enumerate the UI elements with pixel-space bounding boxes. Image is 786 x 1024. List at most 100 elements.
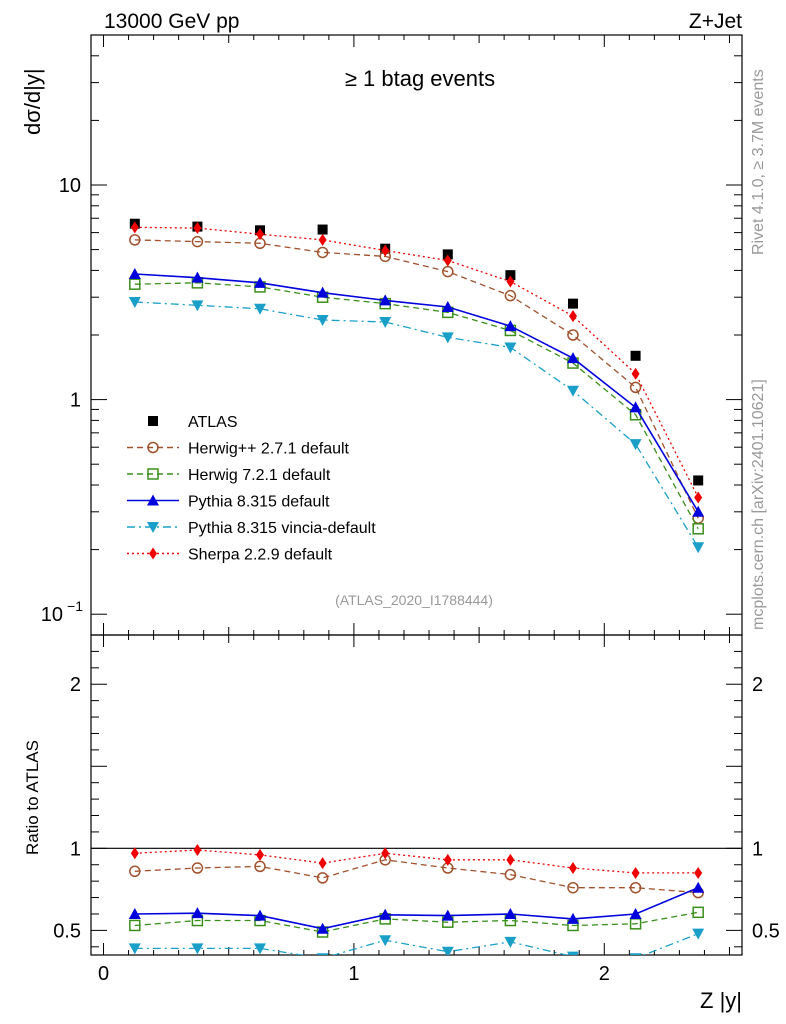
series-herwig-7-2-1-default — [129, 906, 704, 938]
data-point — [629, 953, 642, 955]
ratio-frame — [90, 634, 743, 956]
data-point — [629, 381, 642, 394]
series-line — [134, 886, 699, 930]
y-tick-label: 0.5 — [53, 920, 81, 942]
data-point — [694, 491, 703, 504]
ratio-plot-area — [128, 843, 705, 955]
data-point — [379, 935, 392, 947]
data-point — [128, 267, 141, 279]
series-pythia-8-315-vincia-default — [128, 296, 705, 554]
series-line — [134, 859, 699, 894]
data-point — [692, 928, 705, 940]
data-point — [193, 222, 202, 235]
data-point — [129, 278, 141, 290]
data-point — [441, 332, 454, 344]
data-point — [256, 228, 265, 241]
data-point — [316, 314, 329, 326]
data-point — [129, 919, 141, 932]
data-point — [694, 866, 703, 879]
data-point — [443, 254, 452, 267]
series-line — [134, 911, 699, 933]
legend-entry-herwig-2-7-1-default: Herwig++ 2.7.1 default — [127, 441, 350, 458]
data-point — [504, 342, 517, 354]
data-point — [441, 909, 454, 921]
data-point — [129, 234, 141, 246]
x-tick-label: 2 — [599, 963, 610, 985]
data-point — [568, 862, 577, 875]
series-line — [134, 933, 699, 955]
series-line — [134, 301, 699, 548]
data-point — [191, 907, 204, 919]
data-point — [692, 906, 704, 919]
data-point — [316, 246, 329, 259]
data-point — [505, 270, 516, 281]
data-point — [692, 505, 705, 517]
data-point — [631, 367, 640, 380]
data-point — [128, 907, 141, 919]
legend-entry-pythia-8-315-vincia-default: Pythia 8.315 vincia-default — [127, 520, 376, 537]
legend-label: Pythia 8.315 default — [188, 494, 330, 511]
data-point — [441, 301, 454, 313]
legend-marker — [148, 416, 158, 426]
series-pythia-8-315-default — [128, 881, 705, 934]
data-point — [504, 936, 517, 948]
data-point — [693, 475, 704, 486]
data-point — [441, 946, 454, 955]
data-point — [128, 296, 141, 308]
data-point — [254, 303, 267, 315]
y-tick-label-right: 1 — [752, 838, 763, 860]
data-point — [506, 853, 515, 866]
data-point — [381, 847, 390, 860]
y-tick-label: 10 — [59, 175, 81, 197]
y-tick-label: 1 — [70, 390, 81, 412]
ratio-panel: 0 1 2 0.5 0.5 1 1 2 2 Ratio to ATLAS Z |y| — [23, 634, 780, 1013]
data-point — [379, 294, 392, 306]
data-point — [442, 265, 454, 278]
data-point — [567, 329, 579, 341]
legend-label: Herwig 7.2.1 default — [188, 467, 331, 484]
data-point — [629, 401, 642, 413]
data-point — [128, 943, 141, 955]
series-line — [134, 273, 699, 513]
legend-label: Sherpa 2.2.9 default — [188, 547, 333, 564]
rivet-label: Rivet 4.1.0, ≥ 3.7M events — [750, 69, 767, 255]
series-herwig-2-7-1-default — [129, 854, 704, 899]
data-point — [504, 868, 517, 881]
data-point — [191, 862, 204, 874]
data-point — [191, 300, 204, 312]
legend-marker — [147, 441, 159, 454]
data-point — [692, 542, 705, 554]
data-point — [193, 843, 202, 856]
legend-marker — [149, 547, 157, 560]
data-point — [568, 310, 577, 323]
analysis-watermark: (ATLAS_2020_I1788444) — [335, 592, 493, 608]
data-point — [629, 907, 642, 919]
data-point — [130, 221, 139, 234]
data-point — [629, 439, 642, 451]
y-tick-label-right: 0.5 — [752, 920, 780, 942]
data-point — [254, 909, 267, 921]
legend-marker — [147, 468, 159, 480]
y-tick-label: 2 — [70, 674, 81, 696]
header-left: 13000 GeV pp — [104, 10, 239, 33]
y-tick-label-right: 2 — [752, 674, 763, 696]
data-point — [506, 275, 515, 288]
legend-entry-atlas: ATLAS — [148, 414, 238, 431]
legend-label: Pythia 8.315 vincia-default — [188, 520, 376, 537]
x-axis-label: Z |y| — [700, 988, 742, 1013]
x-tick-label: 1 — [348, 963, 359, 985]
data-point — [566, 385, 579, 397]
data-point — [256, 848, 265, 861]
data-point — [318, 233, 327, 246]
data-point — [191, 943, 204, 955]
data-point — [442, 249, 453, 260]
legend-label: ATLAS — [188, 414, 238, 431]
data-point — [316, 872, 329, 884]
data-point — [567, 298, 578, 309]
ratio-y-axis-label: Ratio to ATLAS — [23, 740, 42, 855]
data-point — [631, 866, 640, 879]
data-point — [504, 320, 517, 332]
data-point — [567, 881, 579, 894]
